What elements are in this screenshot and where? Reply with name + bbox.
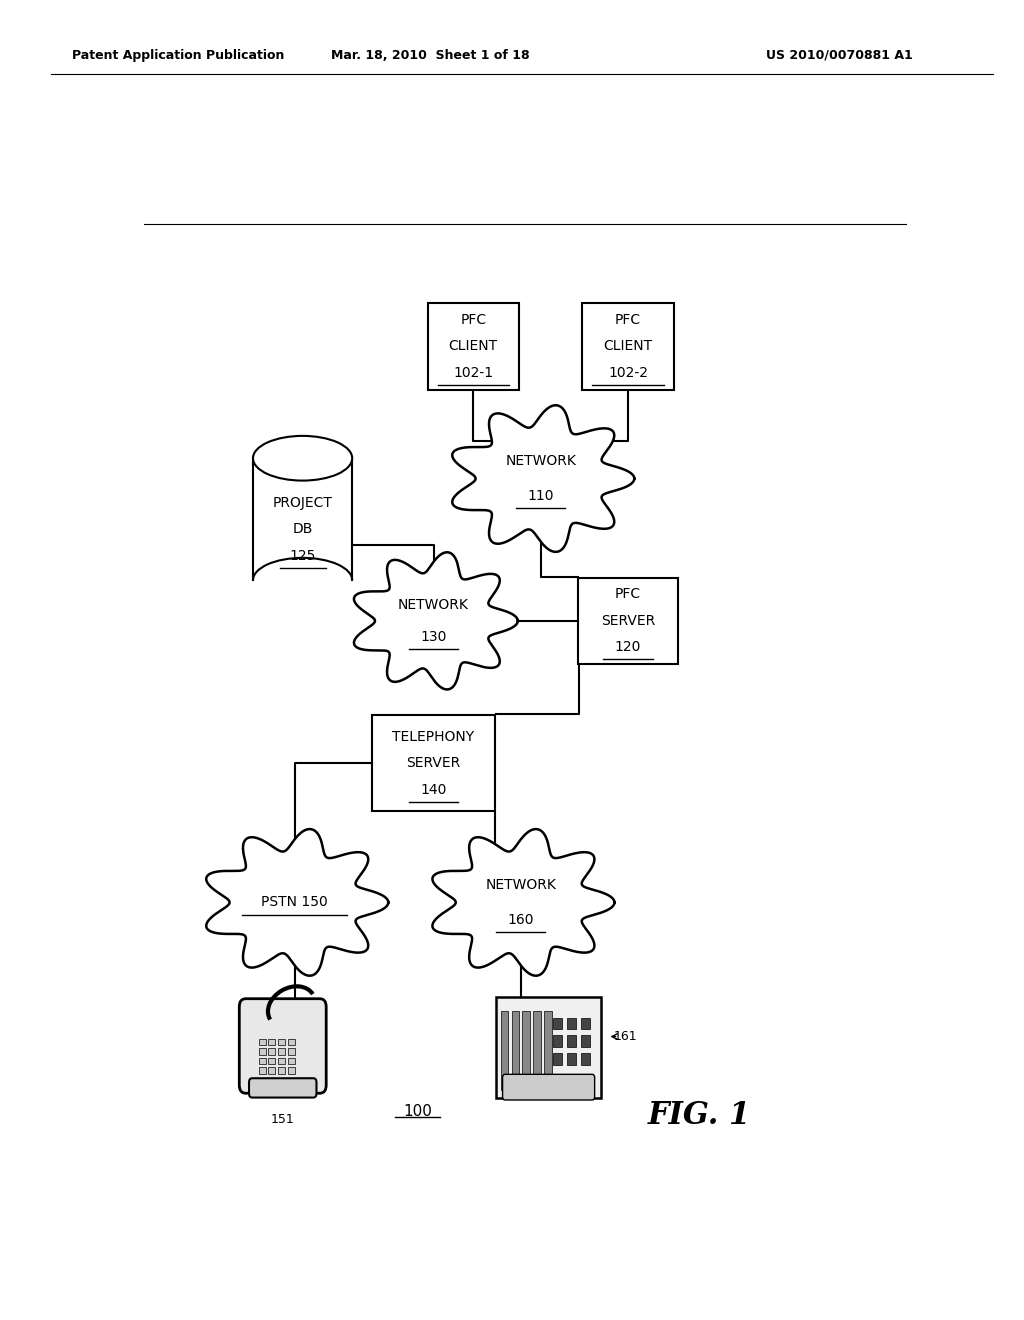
Text: Mar. 18, 2010  Sheet 1 of 18: Mar. 18, 2010 Sheet 1 of 18 — [331, 49, 529, 62]
Bar — [268, 1039, 275, 1045]
Bar — [534, 1011, 542, 1090]
Text: Patent Application Publication: Patent Application Publication — [72, 49, 284, 62]
Text: NETWORK: NETWORK — [485, 878, 556, 892]
Bar — [567, 1035, 575, 1047]
FancyBboxPatch shape — [503, 1074, 595, 1100]
Text: 130: 130 — [420, 630, 446, 644]
Text: 110: 110 — [527, 488, 554, 503]
Text: 102-2: 102-2 — [608, 366, 648, 380]
Polygon shape — [206, 829, 388, 975]
Ellipse shape — [253, 436, 352, 480]
Text: 102-1: 102-1 — [454, 366, 494, 380]
Bar — [512, 1011, 519, 1090]
FancyBboxPatch shape — [497, 998, 601, 1098]
Bar — [253, 458, 352, 581]
Bar — [259, 1057, 266, 1064]
Text: SERVER: SERVER — [407, 756, 461, 770]
Bar — [501, 1011, 509, 1090]
Bar — [278, 1057, 285, 1064]
Text: TELEPHONY: TELEPHONY — [392, 730, 474, 743]
Bar — [278, 1067, 285, 1074]
Text: 161: 161 — [614, 1030, 638, 1043]
Text: 125: 125 — [290, 549, 315, 562]
Text: 120: 120 — [614, 640, 641, 655]
Bar — [544, 1011, 552, 1090]
Bar — [581, 1053, 590, 1064]
Polygon shape — [354, 552, 518, 689]
Bar — [567, 1053, 575, 1064]
FancyBboxPatch shape — [240, 999, 327, 1093]
Text: PFC: PFC — [614, 587, 641, 602]
Text: 100: 100 — [403, 1105, 432, 1119]
FancyBboxPatch shape — [579, 578, 678, 664]
Bar — [259, 1039, 266, 1045]
Bar — [268, 1057, 275, 1064]
Bar — [288, 1057, 295, 1064]
Text: PFC: PFC — [460, 313, 486, 327]
Bar — [522, 1011, 530, 1090]
Bar — [553, 1035, 562, 1047]
Text: 140: 140 — [420, 783, 446, 796]
Text: DB: DB — [293, 523, 312, 536]
Text: US 2010/0070881 A1: US 2010/0070881 A1 — [766, 49, 913, 62]
Text: CLIENT: CLIENT — [603, 339, 652, 354]
Bar — [567, 1018, 575, 1028]
Bar — [259, 1067, 266, 1074]
FancyBboxPatch shape — [249, 1078, 316, 1097]
FancyBboxPatch shape — [372, 715, 495, 812]
FancyBboxPatch shape — [428, 304, 519, 389]
Text: 151: 151 — [271, 1113, 295, 1126]
Bar — [278, 1048, 285, 1055]
Bar — [581, 1035, 590, 1047]
FancyBboxPatch shape — [583, 304, 674, 389]
Text: 160: 160 — [508, 912, 535, 927]
Bar — [288, 1039, 295, 1045]
Bar — [288, 1067, 295, 1074]
Text: CLIENT: CLIENT — [449, 339, 498, 354]
Text: FIG. 1: FIG. 1 — [648, 1101, 751, 1131]
Text: PROJECT: PROJECT — [272, 496, 333, 510]
Bar — [553, 1053, 562, 1064]
Bar — [553, 1018, 562, 1028]
Bar — [268, 1048, 275, 1055]
Polygon shape — [432, 829, 614, 975]
Bar — [259, 1048, 266, 1055]
Text: PSTN 150: PSTN 150 — [261, 895, 328, 909]
Text: PFC: PFC — [614, 313, 641, 327]
Polygon shape — [453, 405, 634, 552]
Bar — [581, 1018, 590, 1028]
Bar — [268, 1067, 275, 1074]
Text: NETWORK: NETWORK — [398, 598, 469, 611]
Text: NETWORK: NETWORK — [505, 454, 577, 469]
Bar — [288, 1048, 295, 1055]
Bar — [278, 1039, 285, 1045]
Text: SERVER: SERVER — [601, 614, 655, 628]
